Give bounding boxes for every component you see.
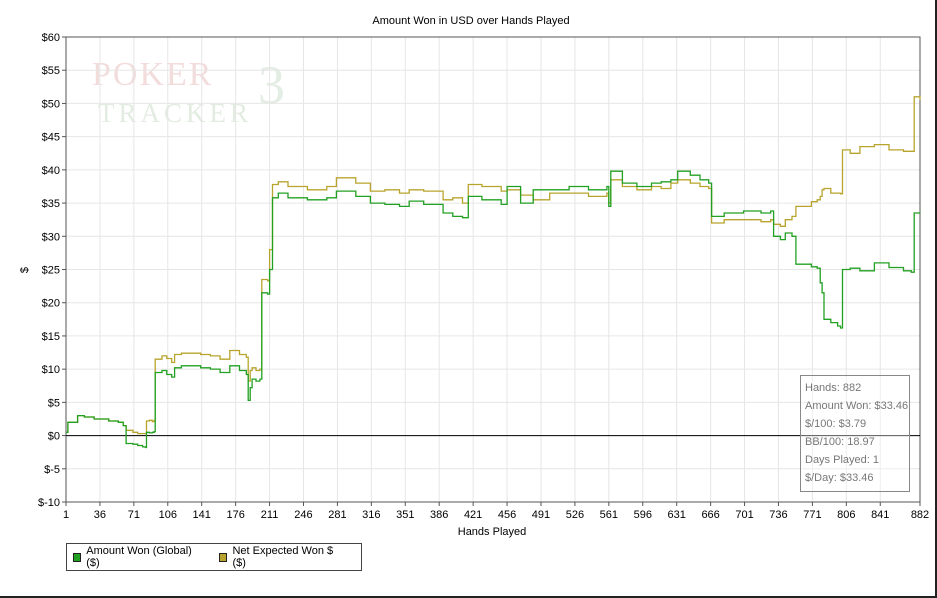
x-tick-label: 456 [498,509,516,521]
y-tick-label: $15 [42,331,60,343]
stats-summary-box: Hands: 882 Amount Won: $33.46 $/100: $3.… [800,375,910,492]
y-tick-label: $55 [42,65,60,77]
y-tick-label: $50 [42,98,60,110]
y-tick-label: $45 [42,132,60,144]
y-tick-label: $0 [48,431,60,443]
y-axis-label: $ [19,267,31,273]
stat-dollars-per-100: $/100: $3.79 [805,418,867,430]
stat-dollars-per-day: $/Day: $33.46 [805,472,874,484]
grid-lines [65,36,921,503]
y-tick-label: $30 [42,231,60,243]
x-tick-label: 36 [94,509,106,521]
x-tick-label: 106 [159,509,177,521]
x-tick-label: 631 [668,509,686,521]
chart-title: Amount Won in USD over Hands Played [372,15,569,27]
legend-label: Amount Won (Global) ($) [86,545,192,569]
x-tick-label: 806 [837,509,855,521]
x-tick-label: 596 [634,509,652,521]
x-axis-label: Hands Played [458,526,527,538]
x-tick-label: 882 [911,509,929,521]
stat-hands: Hands: 882 [805,382,862,394]
x-tick-label: 71 [128,509,140,521]
x-tick-label: 176 [226,509,244,521]
chart-legend: Amount Won (Global) ($) Net Expected Won… [66,543,362,571]
y-tick-label: $-5 [44,464,60,476]
legend-swatch-gold [219,552,228,562]
x-tick-label: 211 [261,509,279,521]
x-tick-label: 1 [63,509,69,521]
x-tick-label: 351 [396,509,414,521]
x-tick-label: 246 [294,509,312,521]
y-tick-label: $25 [42,265,60,277]
x-tick-label: 736 [769,509,787,521]
y-tick-label: $40 [42,165,60,177]
stat-amount-won: Amount Won: $33.46 [805,400,909,412]
x-tick-label: 491 [532,509,550,521]
y-tick-label: $20 [42,298,60,310]
y-tick-label: $10 [42,364,60,376]
legend-label: Net Expected Won $ ($) [232,545,334,569]
x-tick-label: 666 [701,509,719,521]
y-tick-label: $35 [42,198,60,210]
y-axis-ticks: $60 $55 $50 $45 $40 $35 $30 $25 $20 $15 $10 $5 $0 $-5… [38,32,66,509]
y-tick-label: $60 [42,32,60,44]
legend-item-net-expected[interactable]: Net Expected Won $ ($) [219,545,337,569]
series-line-net-expected-won [66,96,921,435]
x-tick-label: 841 [871,509,889,521]
x-tick-label: 526 [566,509,584,521]
legend-item-amount-won[interactable]: Amount Won (Global) ($) [73,545,195,569]
x-tick-label: 386 [430,509,448,521]
x-tick-label: 316 [362,509,380,521]
x-tick-label: 421 [464,509,482,521]
series-layer [66,96,921,449]
x-tick-label: 561 [600,509,618,521]
legend-swatch-green [73,552,82,562]
x-tick-label: 771 [803,509,821,521]
x-tick-label: 141 [193,509,211,521]
x-tick-label: 281 [328,509,346,521]
y-tick-label: $5 [48,397,60,409]
stat-days-played: Days Played: 1 [805,454,879,466]
stat-bb-per-100: BB/100: 18.97 [805,436,875,448]
series-line-amount-won [66,170,921,449]
y-tick-label: $-10 [38,497,60,509]
x-tick-label: 701 [735,509,753,521]
x-axis-ticks: 1 36 71 106 141 176 211 246 281 316 351 386 421 456 49… [63,502,929,521]
